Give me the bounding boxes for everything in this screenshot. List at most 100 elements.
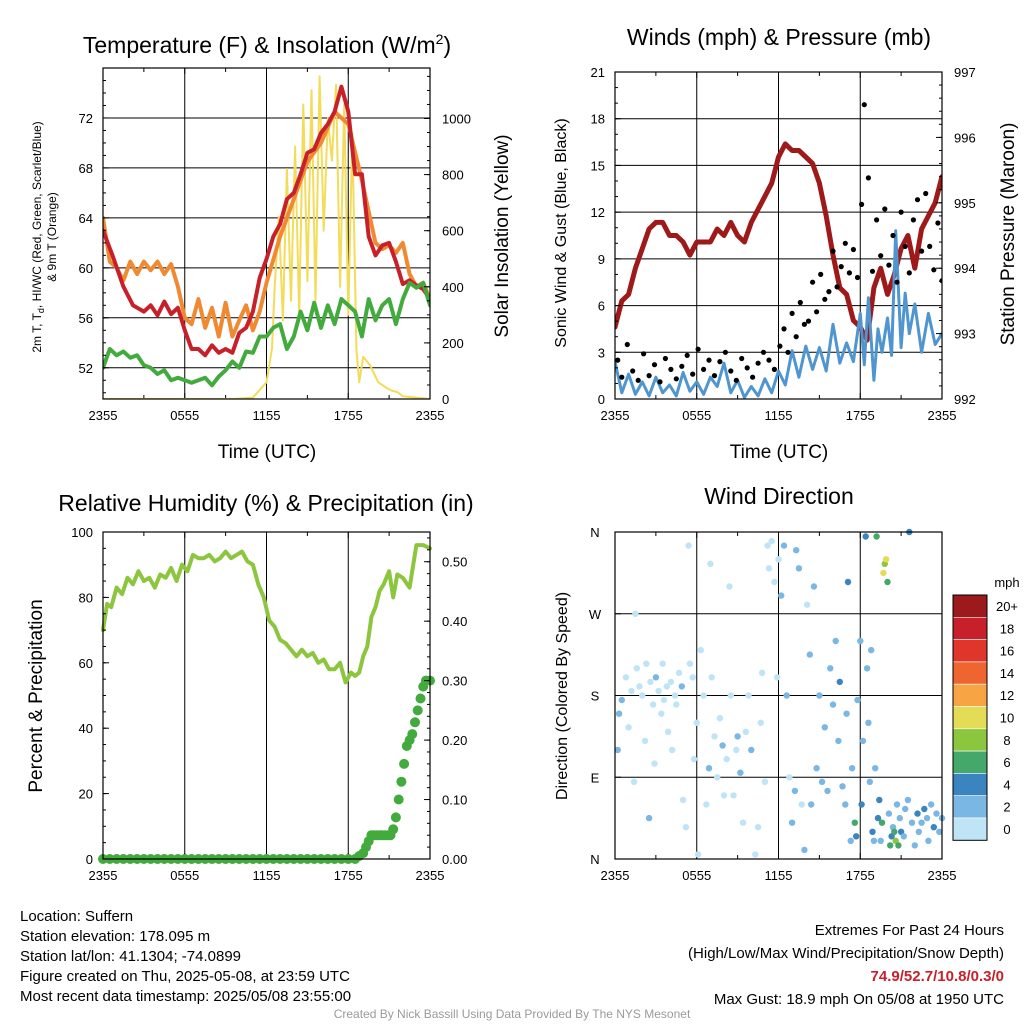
wind-direction-point (880, 569, 887, 577)
wind-direction-point (660, 696, 668, 704)
wind-direction-point (689, 674, 696, 681)
wind-direction-point (863, 665, 871, 672)
wind-direction-point (742, 728, 749, 735)
wind-direction-point (936, 828, 943, 835)
wind-direction-point (614, 746, 621, 754)
wind-direction-panel-title: Wind Direction (704, 483, 854, 509)
series-gust-point (902, 243, 908, 249)
wind-direction-point (911, 842, 918, 849)
colorbar-swatch (952, 661, 988, 685)
series-gust-point (838, 264, 844, 270)
series-solar-insolation (103, 75, 430, 399)
wind-direction-point (865, 719, 872, 726)
series-precipitation-point (399, 758, 410, 769)
wind-direction-point (754, 824, 762, 831)
wind-direction-point (878, 819, 886, 826)
series-gust-point (684, 352, 690, 358)
colorbar: 20+ 18 16 14 12 10 8 6 4 2 0 (952, 594, 1018, 841)
humidity-y-tick-label: 80 (79, 590, 93, 605)
wind-direction-point (854, 696, 861, 704)
wind-direction-point (693, 719, 700, 726)
colorbar-label: 12 (1000, 688, 1014, 703)
wind-direction-point (678, 683, 685, 690)
precip-y-tick-label: 0.30 (442, 674, 467, 689)
series-gust-point (914, 197, 921, 203)
humidity-y-tick-label: 20 (79, 787, 93, 802)
wind-direction-point (752, 851, 759, 858)
wind-direction-point (868, 646, 875, 654)
series-gust-point (706, 357, 712, 363)
wind-direction-point (647, 678, 654, 686)
series-gust-point (646, 373, 652, 379)
wind-direction-point (679, 796, 687, 804)
humidity-series-group (98, 543, 435, 864)
wind-direction-point (714, 774, 721, 781)
humidity-y-tick-label: 60 (79, 656, 93, 671)
wind-direction-point (690, 755, 698, 763)
colorbar-label: 10 (1000, 711, 1014, 726)
temperature-y-tick-label: 52 (79, 361, 93, 376)
wind-direction-point (829, 701, 837, 708)
series-gust-point (733, 377, 739, 383)
wind-direction-point (643, 660, 650, 667)
station-elevation: Station elevation: 178.095 m (20, 928, 211, 945)
series-gust-point (814, 309, 820, 315)
series-gust-point (673, 376, 679, 382)
series-gust-point (668, 366, 674, 372)
wind-direction-point (778, 592, 785, 599)
wind-direction-point (810, 583, 818, 590)
wind-direction-point (745, 692, 752, 699)
series-9m-t (103, 109, 430, 339)
wind-direction-point (632, 610, 639, 617)
series-gust-point (931, 267, 937, 273)
wind-direction-point (730, 792, 737, 799)
wind-direction-point (798, 801, 805, 808)
x-tick-label: 2355 (601, 408, 630, 423)
series-gust-point (771, 366, 778, 372)
temperature-panel-title: Temperature (F) & Insolation (W/m2) (83, 31, 451, 58)
wind-direction-point (737, 769, 744, 776)
wind-y-tick-label: 15 (591, 158, 605, 173)
wind-series-group (615, 102, 942, 399)
colorbar-label: 0 (1003, 822, 1010, 837)
series-precipitation-point (415, 693, 426, 704)
wind-direction-point (664, 728, 672, 735)
wind-direction-point (773, 674, 781, 681)
wind-direction-point (630, 778, 638, 785)
wind-direction-point (927, 801, 935, 808)
humidity-y-tick-label: 0 (86, 852, 93, 867)
wind-direction-point (801, 846, 808, 854)
wind-direction-point (816, 692, 823, 699)
x-tick-label: 0555 (170, 868, 199, 883)
wind-direction-point (734, 733, 741, 740)
wind-direction-point (891, 828, 898, 835)
wind-direction-point (873, 533, 880, 540)
humidity-y-tick-label: 100 (71, 525, 93, 540)
series-gust-point (854, 274, 861, 281)
wind-direction-point (618, 696, 625, 704)
wind-direction-point (813, 765, 820, 772)
colorbar-label: 6 (1003, 755, 1010, 770)
series-precipitation-point (390, 812, 401, 823)
extremes-title: Extremes For Past 24 Hours (814, 922, 1004, 939)
wind-direction-point (900, 833, 907, 840)
series-gust-point (865, 175, 872, 181)
wind-direction-point (803, 601, 811, 608)
series-gust-point (793, 334, 799, 340)
wind-direction-point (675, 669, 683, 676)
series-gust-point (728, 368, 734, 374)
series-gust-point (766, 357, 772, 363)
wind-direction-point (821, 724, 828, 731)
wind-x-axis-label: Time (UTC) (730, 442, 829, 463)
wind-direction-point (663, 683, 670, 690)
series-gust-point (898, 209, 904, 215)
wind-direction-point (700, 692, 707, 699)
temperature-panel: Temperature (F) & Insolation (W/m2) Time… (30, 31, 513, 463)
wind-direction-point (723, 755, 730, 763)
colorbar-label: 20+ (996, 599, 1018, 614)
wind-y-tick-label: 21 (591, 65, 605, 80)
wind-direction-point (870, 837, 878, 844)
wind-direction-point (682, 824, 690, 831)
series-gust-point (859, 201, 865, 207)
colorbar-label: 8 (1003, 733, 1010, 748)
